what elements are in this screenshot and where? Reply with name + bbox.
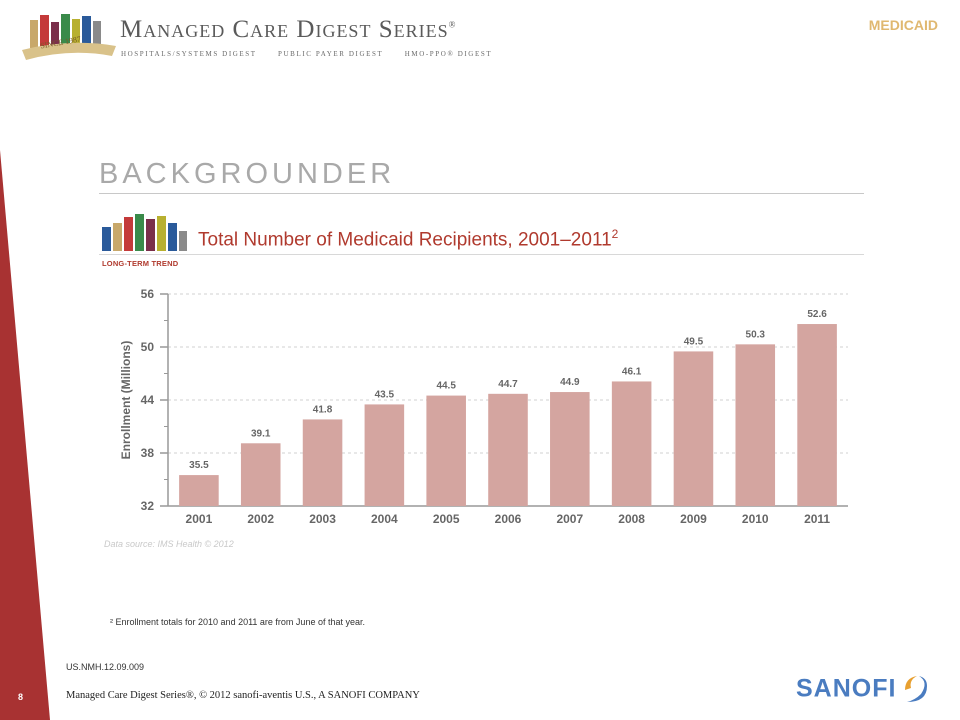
y-tick-label: 56 bbox=[141, 287, 155, 301]
books-logo-icon bbox=[22, 14, 116, 60]
bar-chart: 32 38 44 50 56 Enrollment (Millions) 35.5 2001 3… bbox=[119, 287, 848, 526]
subtitle-item-public-payer: PUBLIC PAYER DIGEST bbox=[278, 50, 384, 58]
data-label: 46.1 bbox=[622, 366, 642, 377]
data-label: 35.5 bbox=[189, 460, 209, 471]
bar bbox=[735, 344, 776, 506]
copyright-notice: Managed Care Digest Series®, © 2012 sano… bbox=[66, 690, 420, 701]
trend-label: LONG-TERM TREND bbox=[102, 259, 179, 268]
x-tick-label: 2010 bbox=[742, 512, 769, 526]
y-axis-label: Enrollment (Millions) bbox=[119, 341, 133, 460]
data-label: 44.9 bbox=[560, 377, 580, 388]
x-tick-label: 2008 bbox=[618, 512, 645, 526]
bar-chart-icon bbox=[102, 214, 187, 251]
left-accent-bar bbox=[0, 150, 50, 720]
x-tick-label: 2007 bbox=[556, 512, 583, 526]
x-tick-label: 2002 bbox=[247, 512, 274, 526]
x-tick-label: 2003 bbox=[309, 512, 336, 526]
x-tick-label: 2004 bbox=[371, 512, 398, 526]
data-label: 43.5 bbox=[375, 389, 395, 400]
sanofi-wordmark: SANOFI bbox=[796, 674, 897, 703]
data-label: 41.8 bbox=[313, 404, 333, 415]
bar bbox=[364, 404, 405, 506]
chart-title-divider bbox=[99, 254, 864, 255]
y-tick-label: 50 bbox=[141, 340, 155, 354]
data-label: 50.3 bbox=[746, 329, 766, 340]
series-title: Managed Care Digest Series® bbox=[120, 16, 457, 43]
footnote: ² Enrollment totals for 2010 and 2011 ar… bbox=[110, 617, 365, 627]
x-tick-label: 2011 bbox=[804, 512, 830, 526]
sanofi-logo: SANOFI bbox=[796, 672, 931, 706]
data-label: 44.7 bbox=[498, 379, 518, 390]
section-heading: BACKGROUNDER bbox=[99, 158, 396, 190]
data-source: Data source: IMS Health © 2012 bbox=[104, 539, 234, 549]
bar bbox=[179, 475, 219, 506]
sanofi-bird-icon bbox=[904, 676, 927, 702]
data-label: 44.5 bbox=[436, 381, 456, 392]
chart-title: Total Number of Medicaid Recipients, 200… bbox=[198, 227, 619, 251]
section-label: MEDICAID bbox=[868, 17, 938, 33]
y-tick-label: 44 bbox=[141, 393, 155, 407]
subtitle-item-hmo-ppo: HMO-PPO® DIGEST bbox=[404, 50, 493, 58]
document-code: US.NMH.12.09.009 bbox=[66, 662, 145, 672]
x-tick-label: 2009 bbox=[680, 512, 707, 526]
bar bbox=[797, 324, 837, 506]
divider bbox=[99, 193, 864, 194]
y-tick-label: 32 bbox=[141, 499, 155, 513]
x-tick-label: 2001 bbox=[186, 512, 213, 526]
bar bbox=[488, 393, 528, 506]
bar bbox=[550, 392, 590, 506]
bar bbox=[611, 381, 652, 506]
bar bbox=[426, 395, 466, 506]
x-tick-label: 2005 bbox=[433, 512, 460, 526]
data-label: 49.5 bbox=[684, 336, 704, 347]
bar bbox=[673, 351, 714, 506]
data-label: 39.1 bbox=[251, 428, 271, 439]
page-number: 8 bbox=[18, 692, 24, 702]
x-tick-label: 2006 bbox=[495, 512, 522, 526]
y-tick-label: 38 bbox=[141, 446, 155, 460]
data-label: 52.6 bbox=[807, 309, 827, 320]
bar bbox=[302, 419, 343, 506]
bar bbox=[240, 443, 281, 506]
series-subtitle: HOSPITALS/SYSTEMS DIGEST PUBLIC PAYER DI… bbox=[121, 50, 510, 58]
subtitle-item-hospitals: HOSPITALS/SYSTEMS DIGEST bbox=[121, 50, 257, 58]
